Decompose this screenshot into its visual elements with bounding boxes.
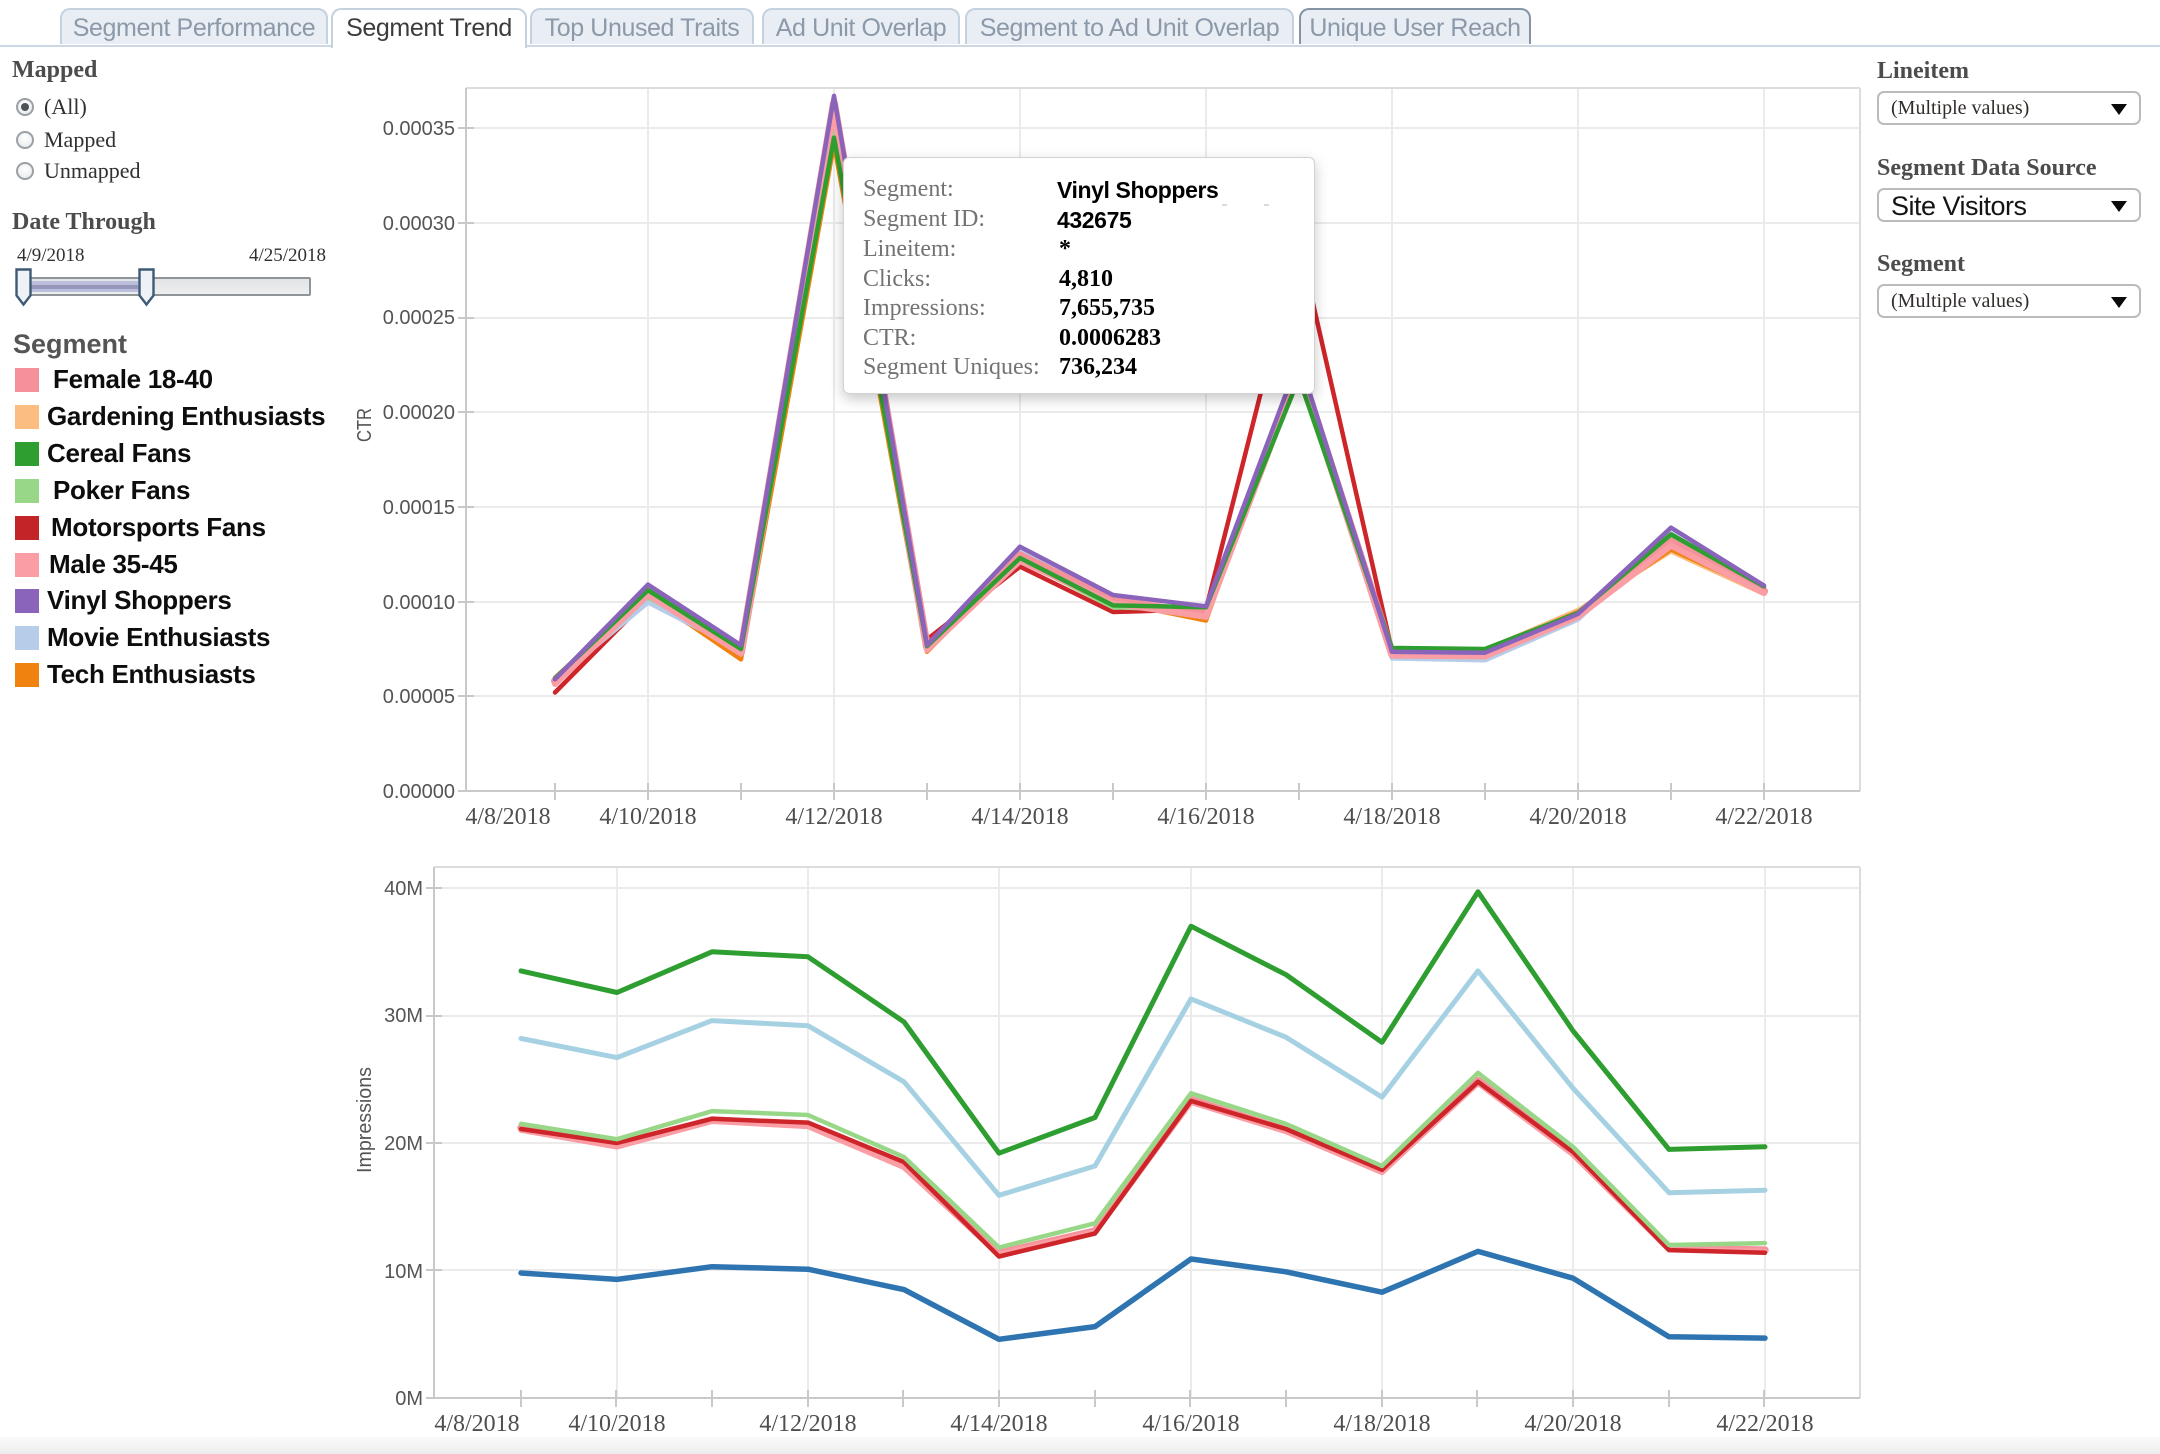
svg-text:4/10/2018: 4/10/2018 bbox=[568, 1411, 665, 1437]
svg-text:4/22/2018: 4/22/2018 bbox=[1715, 804, 1812, 830]
svg-text:0.00010: 0.00010 bbox=[383, 592, 455, 614]
svg-text:4/20/2018: 4/20/2018 bbox=[1529, 804, 1626, 830]
svg-text:4/14/2018: 4/14/2018 bbox=[971, 804, 1068, 830]
svg-text:0.00020: 0.00020 bbox=[383, 402, 455, 424]
svg-text:4/22/2018: 4/22/2018 bbox=[1716, 1411, 1813, 1437]
svg-text:0.00025: 0.00025 bbox=[383, 307, 455, 329]
svg-text:CTR: CTR bbox=[354, 408, 376, 442]
svg-text:4/12/2018: 4/12/2018 bbox=[759, 1411, 856, 1437]
svg-text:4/18/2018: 4/18/2018 bbox=[1333, 1411, 1430, 1437]
svg-text:20M: 20M bbox=[384, 1133, 423, 1155]
svg-text:0.00015: 0.00015 bbox=[383, 497, 455, 519]
svg-text:4/12/2018: 4/12/2018 bbox=[785, 804, 882, 830]
svg-text:4/14/2018: 4/14/2018 bbox=[950, 1411, 1047, 1437]
svg-text:4/20/2018: 4/20/2018 bbox=[1524, 1411, 1621, 1437]
svg-text:10M: 10M bbox=[384, 1261, 423, 1283]
svg-text:0.00005: 0.00005 bbox=[383, 686, 455, 708]
svg-text:4/16/2018: 4/16/2018 bbox=[1157, 804, 1254, 830]
svg-text:4/8/2018: 4/8/2018 bbox=[465, 804, 550, 830]
svg-text:0.00035: 0.00035 bbox=[383, 118, 455, 140]
svg-text:4/18/2018: 4/18/2018 bbox=[1343, 804, 1440, 830]
svg-text:0.00030: 0.00030 bbox=[383, 213, 455, 235]
svg-text:30M: 30M bbox=[384, 1005, 423, 1027]
svg-text:4/10/2018: 4/10/2018 bbox=[599, 804, 696, 830]
svg-text:0M: 0M bbox=[395, 1388, 423, 1410]
svg-text:40M: 40M bbox=[384, 878, 423, 900]
svg-text:0.00000: 0.00000 bbox=[383, 781, 455, 803]
svg-text:4/8/2018: 4/8/2018 bbox=[434, 1411, 519, 1437]
svg-text:Impressions: Impressions bbox=[354, 1067, 376, 1173]
svg-text:4/16/2018: 4/16/2018 bbox=[1142, 1411, 1239, 1437]
